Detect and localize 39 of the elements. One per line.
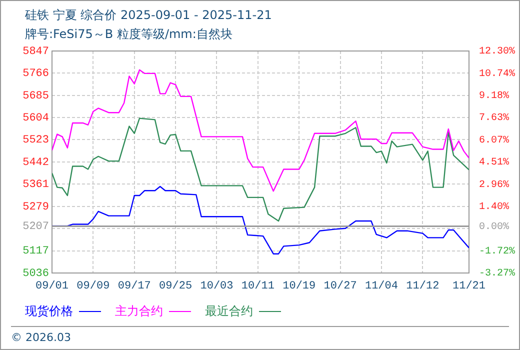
- x-tick-label: 09/25: [159, 280, 192, 293]
- y-tick-label: 5685: [22, 90, 49, 102]
- y-tick-label: 5766: [22, 68, 49, 80]
- x-tick-label: 10/19: [282, 280, 316, 293]
- x-tick-label: 11/21: [452, 280, 486, 293]
- legend-label: 最近合约: [205, 303, 254, 320]
- x-tick-label: 09/09: [76, 280, 110, 293]
- y2-tick-label: -1.72%: [479, 246, 516, 258]
- x-tick-label: 09/17: [118, 280, 151, 293]
- y-tick-label: 5361: [22, 178, 50, 191]
- y2-tick-label: 12.30%: [479, 46, 516, 58]
- chart-subtitle: 牌号:FeSi75～B 粒度等级/mm:自然块: [25, 26, 232, 43]
- text: © 2026.03: [11, 331, 71, 344]
- y2-tick-label: 0.00%: [479, 222, 510, 234]
- chart-title: 硅铁 宁夏 综合价 2025-09-01 - 2025-11-21: [25, 7, 272, 24]
- y2-tick-label: 2.96%: [479, 180, 510, 191]
- y-tick-label: 5442: [22, 156, 49, 169]
- y-tick-label: 5036: [22, 268, 49, 280]
- y-tick-label: 5117: [22, 246, 49, 258]
- y-tick-label: 5847: [22, 46, 49, 58]
- y2-tick-label: -3.27%: [479, 268, 516, 280]
- y-tick-label: 5207: [22, 221, 49, 234]
- legend-label: 现货价格: [25, 303, 74, 320]
- y-tick-label: 5279: [22, 201, 49, 214]
- y2-tick-label: 9.18%: [479, 91, 510, 102]
- y2-tick-label: 10.74%: [479, 68, 516, 80]
- x-tick-label: 10/03: [200, 280, 234, 293]
- y2-tick-label: 7.63%: [479, 113, 510, 124]
- x-tick-label: 11/12: [406, 280, 440, 293]
- legend-label: 主力合约: [115, 303, 164, 320]
- x-tick-label: 09/01: [35, 280, 69, 293]
- y2-tick-label: 6.07%: [479, 135, 510, 146]
- y2-tick-label: 1.40%: [479, 202, 510, 214]
- x-tick-label: 11/04: [364, 280, 398, 293]
- y-tick-label: 5523: [22, 134, 49, 147]
- x-tick-label: 10/11: [241, 280, 275, 293]
- x-tick-label: 10/27: [324, 280, 357, 293]
- y-tick-label: 5604: [22, 112, 50, 124]
- y2-tick-label: 4.51%: [479, 158, 510, 169]
